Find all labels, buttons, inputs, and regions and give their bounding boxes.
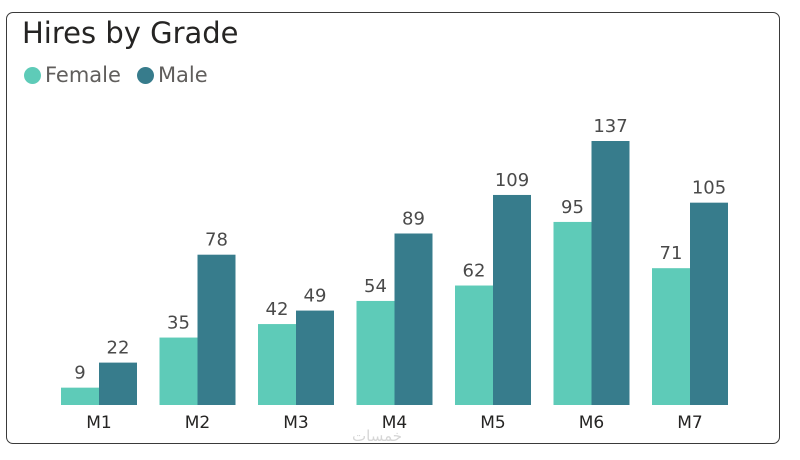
watermark: خمسات [352, 427, 403, 445]
bar-male-m5[interactable] [493, 194, 531, 405]
legend-female-label: Female [45, 63, 121, 87]
legend-item-male[interactable]: Male [136, 63, 208, 87]
data-label-male-m4: 89 [402, 208, 425, 229]
x-tick-label-m5: M5 [480, 413, 505, 433]
x-tick-label-m6: M6 [579, 413, 604, 433]
bar-female-m4[interactable] [356, 300, 395, 405]
data-label-female-m5: 62 [463, 261, 486, 282]
x-tick-label-m7: M7 [677, 413, 702, 433]
legend-item-female[interactable]: Female [24, 63, 121, 87]
x-tick-label-m3: M3 [283, 413, 308, 433]
bar-male-m6[interactable] [591, 141, 630, 405]
data-label-female-m1: 9 [74, 363, 85, 384]
data-label-male-m3: 49 [304, 286, 327, 307]
bar-female-m5[interactable] [455, 285, 493, 405]
data-label-female-m6: 95 [561, 197, 584, 218]
bar-male-m7[interactable] [690, 202, 728, 405]
data-label-male-m7: 105 [692, 178, 726, 199]
legend: Female Male [24, 63, 224, 87]
data-label-male-m1: 22 [107, 338, 130, 359]
bar-male-m3[interactable] [296, 310, 334, 405]
data-label-female-m4: 54 [364, 276, 387, 297]
bar-female-m7[interactable] [652, 268, 690, 405]
bar-male-m1[interactable] [99, 362, 137, 405]
bar-female-m6[interactable] [553, 221, 592, 405]
x-tick-label-m2: M2 [185, 413, 210, 433]
legend-female-swatch [24, 66, 41, 84]
bar-female-m2[interactable] [159, 337, 198, 405]
bar-female-m1[interactable] [61, 387, 99, 405]
bar-male-m4[interactable] [394, 233, 433, 405]
x-tick-label-m4: M4 [382, 413, 407, 433]
data-label-male-m2: 78 [205, 230, 228, 251]
x-tick-label-m1: M1 [86, 413, 111, 433]
bar-female-m3[interactable] [258, 324, 296, 405]
data-label-male-m5: 109 [495, 170, 529, 191]
bar-male-m2[interactable] [197, 254, 236, 405]
data-label-male-m6: 137 [593, 116, 627, 137]
legend-male-swatch [136, 66, 154, 84]
data-label-female-m7: 71 [660, 243, 683, 264]
chart-title: Hires by Grade [22, 16, 239, 50]
legend-male-label: Male [157, 63, 208, 87]
data-label-female-m3: 42 [266, 299, 289, 320]
data-label-female-m2: 35 [167, 313, 190, 334]
